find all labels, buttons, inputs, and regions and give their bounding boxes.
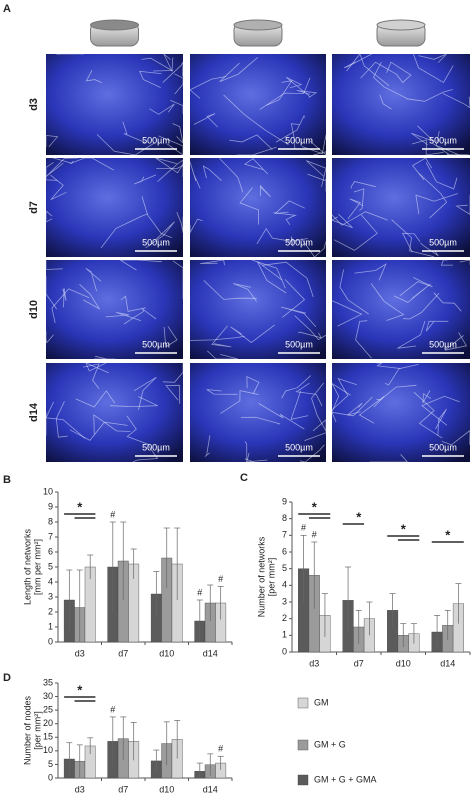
- annotation: #: [301, 523, 306, 533]
- y-tick-label: 30: [43, 691, 53, 701]
- y-tick-label: 9: [48, 501, 53, 511]
- legend-label: GM + G: [314, 739, 346, 749]
- x-tick-label: d10: [159, 784, 174, 794]
- y-axis-label: Length of networks: [22, 528, 32, 605]
- annotation: #: [110, 509, 115, 519]
- y-tick-label: 6: [282, 546, 287, 556]
- charts: B Length of networks[mm per mm²] 0 1 2 3 4 5 6 7 8…: [3, 472, 470, 794]
- y-tick-label: 5: [48, 561, 53, 571]
- y-axis-label: Number of networks: [256, 536, 266, 617]
- scale-bar-label: 500µm: [142, 339, 170, 349]
- x-tick-label: d10: [396, 658, 411, 668]
- y-tick-label: 7: [48, 531, 53, 541]
- scale-bar-label: 500µm: [142, 442, 170, 452]
- x-tick-label: d3: [75, 648, 85, 658]
- legend-label: GM: [314, 697, 329, 707]
- x-tick-label: d14: [203, 784, 218, 794]
- y-tick-label: 0: [48, 772, 53, 782]
- y-tick-label: 0: [282, 646, 287, 656]
- x-tick-label: d3: [309, 658, 319, 668]
- panel-a: Ad3 500µm 500µm 500µm d7 500µm 500µm 500µm d10 50…: [3, 3, 470, 462]
- y-tick-label: 3: [282, 596, 287, 606]
- x-tick-label: d10: [159, 648, 174, 658]
- x-tick-label: d7: [118, 648, 128, 658]
- x-tick-label: d3: [75, 784, 85, 794]
- scale-bar-label: 500µm: [429, 442, 457, 452]
- annotation: *: [401, 521, 407, 536]
- legend-swatch: [298, 740, 308, 750]
- row-label: d14: [28, 402, 40, 422]
- y-axis-label: [per mm²]: [266, 558, 276, 597]
- y-axis-label: [per mm²]: [32, 711, 42, 750]
- x-tick-label: d7: [118, 784, 128, 794]
- y-tick-label: 8: [282, 513, 287, 523]
- y-tick-label: 4: [48, 576, 53, 586]
- panel-label: D: [3, 672, 11, 684]
- y-tick-label: 2: [282, 613, 287, 623]
- scaffold-icon-top: [91, 20, 139, 30]
- x-tick-label: d7: [354, 658, 364, 668]
- panel-label: B: [3, 474, 11, 486]
- scaffold-icon-top: [377, 20, 425, 30]
- y-tick-label: 1: [282, 630, 287, 640]
- scaffold-icon-top: [234, 20, 282, 30]
- annotation: *: [77, 682, 83, 697]
- y-tick-label: 2: [48, 606, 53, 616]
- y-tick-label: 10: [43, 745, 53, 755]
- scale-bar-label: 500µm: [285, 442, 313, 452]
- panel-label: A: [3, 3, 11, 15]
- row-label: d10: [28, 300, 40, 319]
- y-tick-label: 20: [43, 718, 53, 728]
- scale-bar-label: 500µm: [429, 135, 457, 145]
- scale-bar-label: 500µm: [429, 339, 457, 349]
- y-tick-label: 0: [48, 636, 53, 646]
- y-tick-label: 5: [48, 759, 53, 769]
- annotation: #: [312, 529, 317, 539]
- annotation: *: [312, 499, 318, 514]
- y-tick-label: 8: [48, 516, 53, 526]
- y-tick-label: 5: [282, 563, 287, 573]
- y-tick-label: 9: [282, 496, 287, 506]
- annotation: #: [218, 744, 223, 754]
- legend-swatch: [298, 775, 308, 785]
- scale-bar-label: 500µm: [142, 237, 170, 247]
- y-tick-label: 6: [48, 546, 53, 556]
- legend-swatch: [298, 698, 308, 708]
- y-tick-label: 35: [43, 677, 53, 687]
- y-tick-label: 15: [43, 732, 53, 742]
- scale-bar-label: 500µm: [429, 237, 457, 247]
- y-tick-label: 10: [43, 486, 53, 496]
- row-label: d7: [28, 201, 40, 214]
- y-axis-label: [mm per mm²]: [32, 539, 42, 595]
- legend-label: GM + G + GMA: [314, 774, 377, 784]
- y-tick-label: 4: [282, 580, 287, 590]
- annotation: *: [356, 509, 362, 524]
- annotation: *: [445, 527, 451, 542]
- x-tick-label: d14: [440, 658, 455, 668]
- scale-bar-label: 500µm: [285, 237, 313, 247]
- y-tick-label: 1: [48, 621, 53, 631]
- y-tick-label: 25: [43, 705, 53, 715]
- annotation: *: [77, 499, 83, 514]
- row-label: d3: [28, 98, 40, 111]
- scale-bar-label: 500µm: [285, 135, 313, 145]
- y-axis-label: Number of nodes: [22, 695, 32, 765]
- annotation: #: [110, 704, 115, 714]
- y-tick-label: 7: [282, 530, 287, 540]
- annotation: #: [218, 574, 223, 584]
- annotation: #: [197, 587, 202, 597]
- x-tick-label: d14: [203, 648, 218, 658]
- y-tick-label: 3: [48, 591, 53, 601]
- scale-bar-label: 500µm: [285, 339, 313, 349]
- panel-label: C: [240, 472, 248, 484]
- scale-bar-label: 500µm: [142, 135, 170, 145]
